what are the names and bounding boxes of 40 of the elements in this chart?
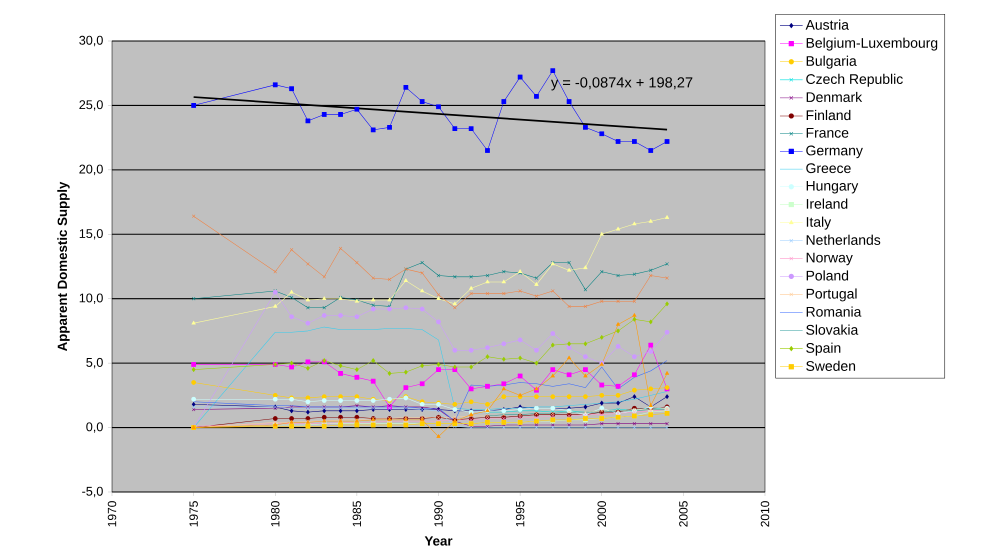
legend-label: Portugal <box>806 288 857 302</box>
y-tick-label: 5,0 <box>86 358 103 368</box>
x-tick-label: 2000 <box>598 501 606 527</box>
x-tick-label: 2005 <box>679 501 688 527</box>
x-tick-label: 1980 <box>271 501 280 526</box>
legend-label: Netherlands <box>806 234 880 245</box>
legend-label: Ireland <box>806 198 848 209</box>
y-axis-title: Apparent Domestic Supply <box>57 182 70 352</box>
y-tick-label: 15,0 <box>80 229 103 240</box>
legend-label: Denmark <box>806 92 862 102</box>
legend-label: Czech Republic <box>806 74 903 87</box>
legend-label: Belgium-Luxembourg <box>806 38 938 51</box>
x-tick-label: 2010 <box>760 501 770 527</box>
x-tick-label: 1995 <box>516 501 524 526</box>
legend-label: Italy <box>806 216 832 230</box>
legend-label: Norway <box>806 252 853 266</box>
y-tick-label: 20,0 <box>79 164 103 176</box>
legend-label: Spain <box>806 342 840 356</box>
y-tick-label: 10,0 <box>80 293 103 304</box>
legend-label: Sweden <box>806 360 856 371</box>
x-tick-label: 1990 <box>434 501 443 526</box>
legend-label: Finland <box>806 110 850 120</box>
legend-label: Bulgaria <box>806 56 857 69</box>
legend-label: Austria <box>806 19 849 30</box>
y-tick-label: -5,0 <box>82 486 103 498</box>
x-axis-title: Year <box>424 536 452 546</box>
annotation: y = -0,0874x + 198,27 <box>550 77 692 90</box>
legend-label: Poland <box>806 270 848 281</box>
x-tick-label: 1985 <box>352 501 362 526</box>
legend-label: France <box>806 128 848 138</box>
legend-label: Slovakia <box>806 324 858 335</box>
legend-label: Hungary <box>806 180 858 194</box>
x-tick-label: 1975 <box>189 501 198 526</box>
y-tick-label: 30,0 <box>79 36 103 46</box>
legend-label: Romania <box>806 306 862 317</box>
y-tick-label: 25,0 <box>79 100 103 111</box>
x-tick-label: 1970 <box>108 501 116 526</box>
y-tick-label: 0,0 <box>86 422 103 433</box>
legend-label: Greece <box>806 163 851 174</box>
legend-label: Germany <box>806 146 863 158</box>
